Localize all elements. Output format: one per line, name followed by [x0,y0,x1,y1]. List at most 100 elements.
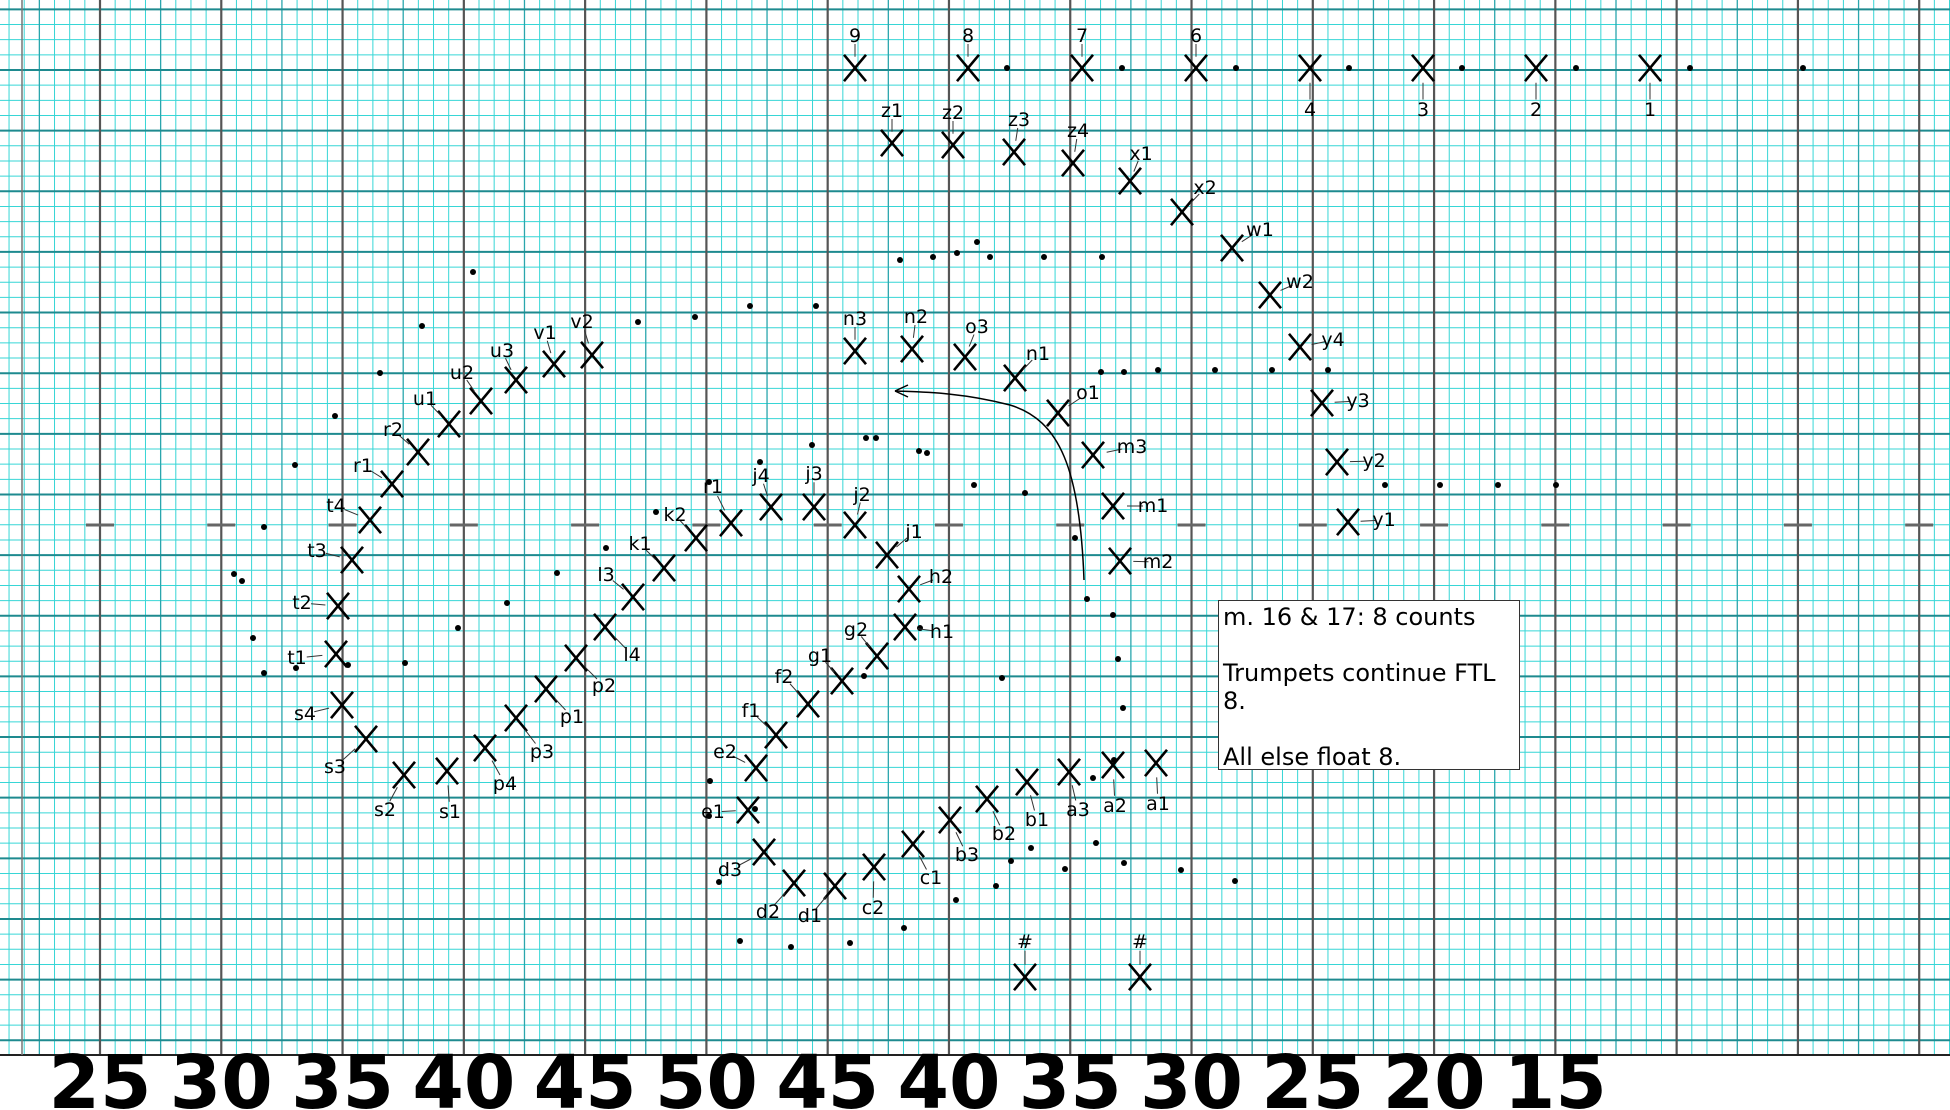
dot-marker [747,303,753,309]
dot-marker [250,635,256,641]
dot-marker [1099,254,1105,260]
performer-marker: r1 [703,476,743,538]
marker-label: g1 [808,645,832,667]
performer-marker: y3 [1310,388,1370,418]
performer-marker: o3 [953,316,989,372]
marker-label: m1 [1138,495,1169,517]
performer-marker: d3 [718,837,776,881]
marker-label: j4 [751,465,769,487]
dot-marker [716,879,722,885]
performer-markers: 9 8 7 6 4 3 2 1 z1 z2 z3 z4 x1 x2 w1 w2 y4 y3 y2 y1 n3 n2 o3 n1… [287,25,1662,992]
performer-marker: t1 [287,639,348,669]
marker-label: w2 [1286,271,1314,293]
marker-label: a2 [1103,795,1127,817]
marker-label: j2 [852,484,870,506]
marker-label: 4 [1304,99,1316,121]
dot-marker [1346,65,1352,71]
marker-label: p3 [530,741,554,763]
marker-label: r1 [353,455,373,477]
performer-marker: n3 [843,308,867,366]
marker-label: o3 [965,316,989,338]
marker-label: s2 [374,799,396,821]
dot-marker [692,314,698,320]
performer-marker: n2 [900,306,928,364]
performer-marker: x2 [1170,177,1217,227]
dot-marker [901,925,907,931]
marker-label: f1 [742,700,761,722]
performer-marker: y1 [1336,507,1396,537]
performer-marker: w1 [1220,219,1274,263]
marker-label: h1 [930,621,954,643]
dot-marker [1041,254,1047,260]
performer-marker: d2 [756,868,806,923]
performer-marker: y2 [1325,447,1386,477]
marker-label: d2 [756,901,780,923]
marker-label: z4 [1067,120,1089,142]
performer-marker: z1 [880,100,904,158]
performer-marker: k1 [628,533,676,583]
marker-label: j1 [904,521,922,543]
marker-label: u1 [413,388,437,410]
previous-set-dots [231,65,1806,950]
dot-marker [1090,775,1096,781]
dot-marker [788,944,794,950]
dot-marker [1233,65,1239,71]
performer-marker: k2 [663,504,708,553]
yard-number: 40 [897,1040,1000,1110]
dot-marker [292,462,298,468]
marker-label: z2 [942,102,964,124]
performer-marker: 6 [1184,25,1208,83]
performer-marker: b3 [938,805,979,866]
yard-number: 35 [291,1040,394,1110]
dot-marker [1325,367,1331,373]
performer-marker: m3 [1081,436,1147,470]
performer-marker: v2 [570,311,604,370]
dot-marker [863,435,869,441]
dot-marker [1022,490,1028,496]
performer-marker: v1 [533,322,566,379]
dot-marker [999,675,1005,681]
performer-marker: a3 [1057,757,1090,821]
marker-label: 7 [1076,25,1088,47]
dot-marker [897,257,903,263]
dot-marker [757,459,763,465]
marker-label: 1 [1644,99,1656,121]
marker-label: 2 [1530,99,1542,121]
marker-label: u3 [490,340,514,362]
dot-marker [402,660,408,666]
performer-marker: j2 [843,484,871,540]
five-yard-lines [0,0,1950,1056]
dot-marker [603,545,609,551]
dot-marker [707,778,713,784]
dot-marker [706,813,712,819]
dot-marker [1178,867,1184,873]
performer-marker: h2 [897,566,953,604]
performer-marker: m2 [1108,546,1173,576]
dot-marker [231,571,237,577]
marker-label: c2 [862,897,885,919]
dot-marker [917,625,923,631]
yard-number: 35 [1019,1040,1122,1110]
performer-marker: z2 [941,102,965,160]
marker-label: y1 [1372,509,1395,531]
dot-marker [873,435,879,441]
arrow-head-icon [894,384,909,398]
performer-marker: w2 [1258,271,1314,310]
minor-grid-lines [0,0,1950,1055]
dot-marker [971,482,977,488]
yard-number: 15 [1504,1040,1607,1110]
marker-label: b3 [955,844,979,866]
dot-marker [504,600,510,606]
performer-marker: 2 [1524,53,1548,121]
performer-marker: f2 [775,666,820,719]
marker-label: u2 [450,362,474,384]
dot-marker [1459,65,1465,71]
marker-label: r2 [383,419,403,441]
yard-number: 25 [49,1040,152,1110]
dot-marker [1110,612,1116,618]
dot-marker [1495,482,1501,488]
performer-marker: # [1013,931,1037,992]
performer-marker: g2 [844,619,889,671]
performer-marker: e2 [713,741,768,783]
